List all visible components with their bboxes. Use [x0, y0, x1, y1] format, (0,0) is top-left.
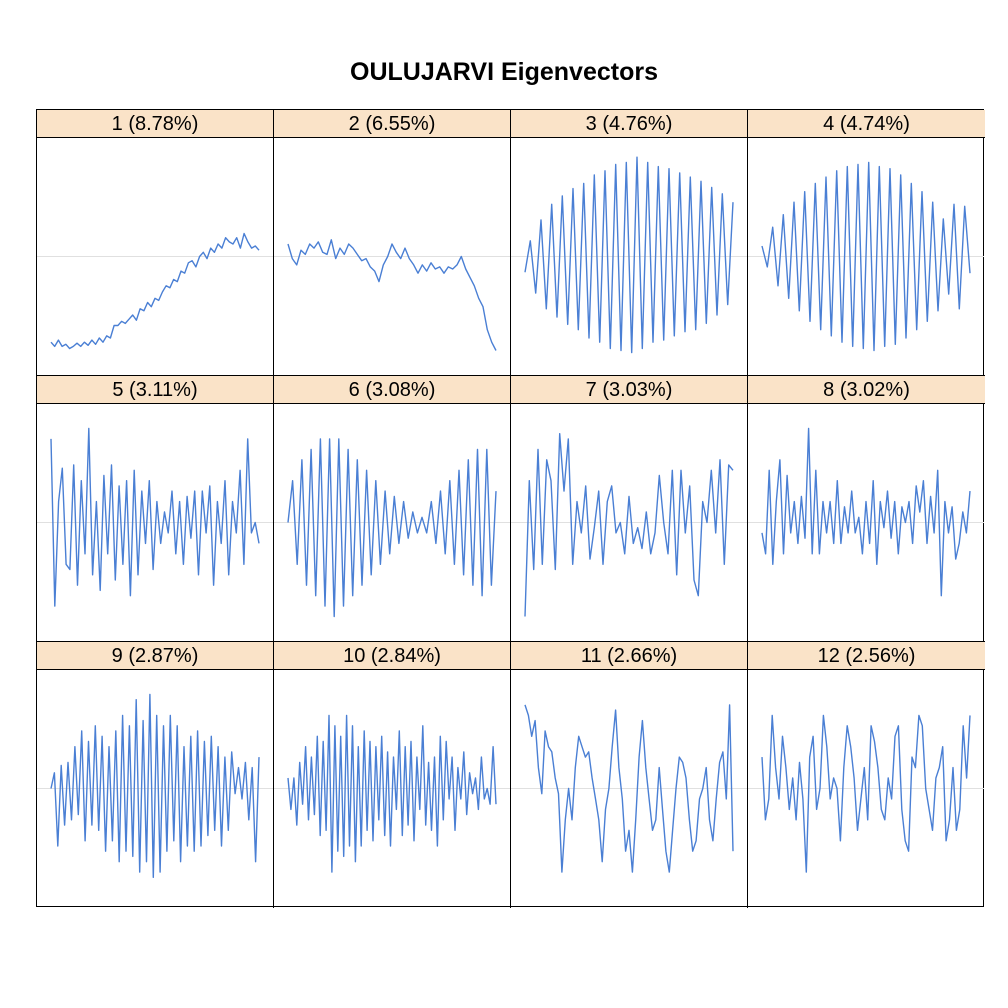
panel-plot-area: [37, 670, 273, 908]
panel-svg: [37, 427, 273, 607]
panel-svg: [748, 427, 984, 597]
panel-9: 9 (2.87%): [37, 642, 274, 908]
series-line-11: [524, 704, 734, 873]
panel-label: 7 (3.03%): [511, 376, 747, 404]
panel-3: 3 (4.76%): [511, 110, 748, 376]
panel-7: 7 (3.03%): [511, 376, 748, 642]
panel-plot-area: [511, 404, 747, 641]
panel-plot-area: [748, 670, 985, 908]
panel-label: 1 (8.78%): [37, 110, 273, 138]
series-line-7: [524, 433, 734, 617]
panel-11: 11 (2.66%): [511, 642, 748, 908]
series-line-12: [761, 714, 971, 873]
panel-4: 4 (4.74%): [748, 110, 985, 376]
panel-label: 10 (2.84%): [274, 642, 510, 670]
panel-svg: [37, 232, 273, 350]
panel-label: 11 (2.66%): [511, 642, 747, 670]
panel-plot-area: [274, 670, 510, 908]
panel-grid: 1 (8.78%) 2 (6.55%) 3 (4.76%) 4 (4.74%) 5 (3…: [36, 109, 985, 908]
series-line-3: [524, 156, 734, 354]
panel-svg: [511, 156, 747, 354]
panel-svg: [274, 714, 510, 873]
panel-5: 5 (3.11%): [37, 376, 274, 642]
series-line-1: [50, 232, 260, 350]
panel-1: 1 (8.78%): [37, 110, 274, 376]
panel-6: 6 (3.08%): [274, 376, 511, 642]
panel-12: 12 (2.56%): [748, 642, 985, 908]
panel-label: 3 (4.76%): [511, 110, 747, 138]
panel-10: 10 (2.84%): [274, 642, 511, 908]
panel-svg: [274, 239, 510, 351]
series-line-10: [287, 714, 497, 873]
series-line-2: [287, 239, 497, 351]
series-line-5: [50, 427, 260, 607]
panel-plot-area: [748, 138, 985, 375]
series-line-8: [761, 427, 971, 597]
panel-plot-area: [37, 404, 273, 641]
panel-svg: [511, 433, 747, 617]
panel-plot-area: [748, 404, 985, 641]
series-line-6: [287, 438, 497, 618]
panel-svg: [511, 704, 747, 873]
panel-plot-area: [274, 404, 510, 641]
series-line-9: [50, 693, 260, 879]
panel-label: 8 (3.02%): [748, 376, 985, 404]
panel-label: 5 (3.11%): [37, 376, 273, 404]
panel-label: 6 (3.08%): [274, 376, 510, 404]
panel-label: 12 (2.56%): [748, 642, 985, 670]
panel-2: 2 (6.55%): [274, 110, 511, 376]
panel-label: 2 (6.55%): [274, 110, 510, 138]
panel-svg: [748, 714, 984, 873]
panel-plot-area: [37, 138, 273, 375]
series-line-4: [761, 161, 971, 352]
panel-label: 4 (4.74%): [748, 110, 985, 138]
panel-svg: [748, 161, 984, 352]
panel-plot-area: [511, 670, 747, 908]
chart-title: OULUJARVI Eigenvectors: [350, 58, 658, 86]
panel-plot-area: [511, 138, 747, 375]
panel-plot-area: [274, 138, 510, 375]
panel-svg: [37, 693, 273, 879]
panel-8: 8 (3.02%): [748, 376, 985, 642]
panel-svg: [274, 438, 510, 618]
panel-label: 9 (2.87%): [37, 642, 273, 670]
